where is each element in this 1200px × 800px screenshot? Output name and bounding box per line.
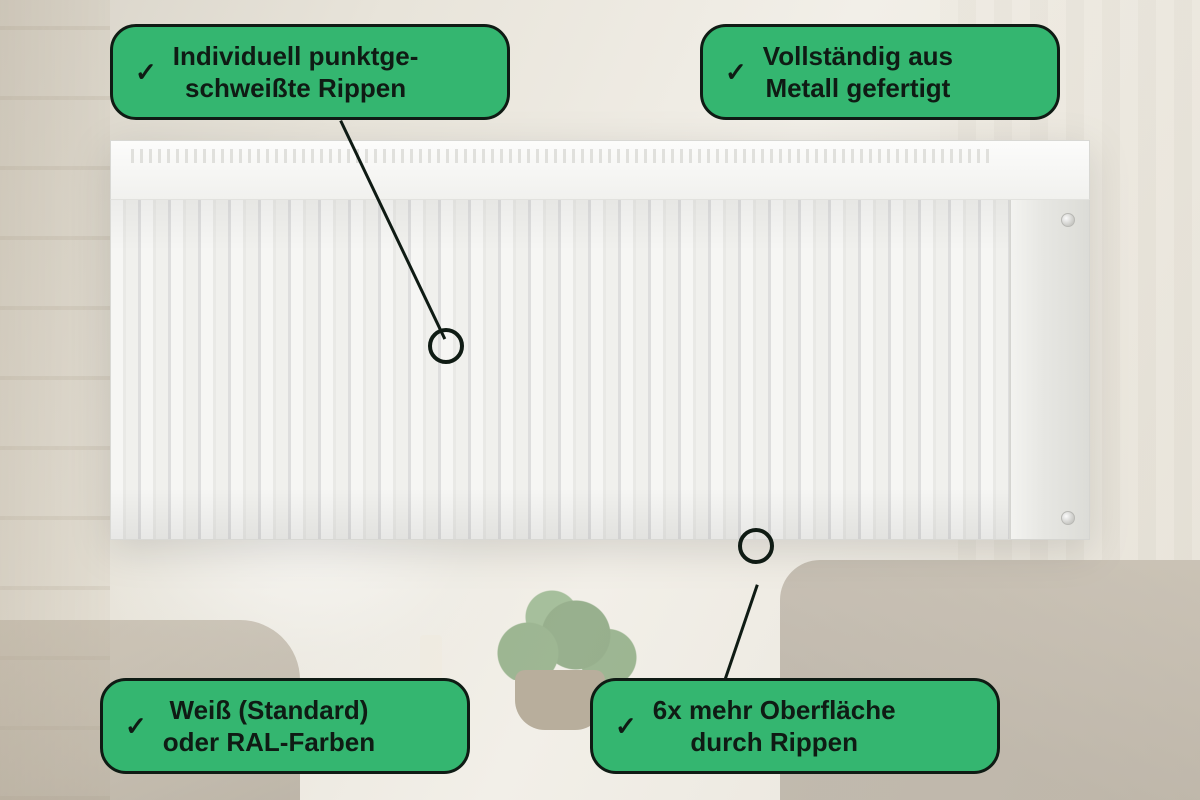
screw-icon [1061, 511, 1075, 525]
callout-marker [738, 528, 774, 564]
feature-badge-label: Individuell punktge- schweißte Rippen [173, 40, 419, 105]
check-icon: ✓ [125, 713, 147, 739]
radiator-top-bar [110, 140, 1090, 200]
feature-badge-surface-6x: ✓ 6x mehr Oberfläche durch Rippen [590, 678, 1000, 774]
screw-icon [1061, 213, 1075, 227]
feature-badge-label: Weiß (Standard) oder RAL-Farben [163, 694, 375, 759]
feature-badge-label: Vollständig aus Metall gefertigt [763, 40, 953, 105]
feature-badge-colors: ✓ Weiß (Standard) oder RAL-Farben [100, 678, 470, 774]
check-icon: ✓ [615, 713, 637, 739]
check-icon: ✓ [135, 59, 157, 85]
callout-marker [428, 328, 464, 364]
radiator-side-panel [1010, 140, 1090, 540]
radiator-fins [110, 200, 1010, 540]
check-icon: ✓ [725, 59, 747, 85]
radiator-top-grille [131, 149, 989, 163]
radiator [110, 140, 1090, 540]
feature-badge-label: 6x mehr Oberfläche durch Rippen [653, 694, 896, 759]
feature-badge-ribs-welded: ✓ Individuell punktge- schweißte Rippen [110, 24, 510, 120]
feature-badge-all-metal: ✓ Vollständig aus Metall gefertigt [700, 24, 1060, 120]
